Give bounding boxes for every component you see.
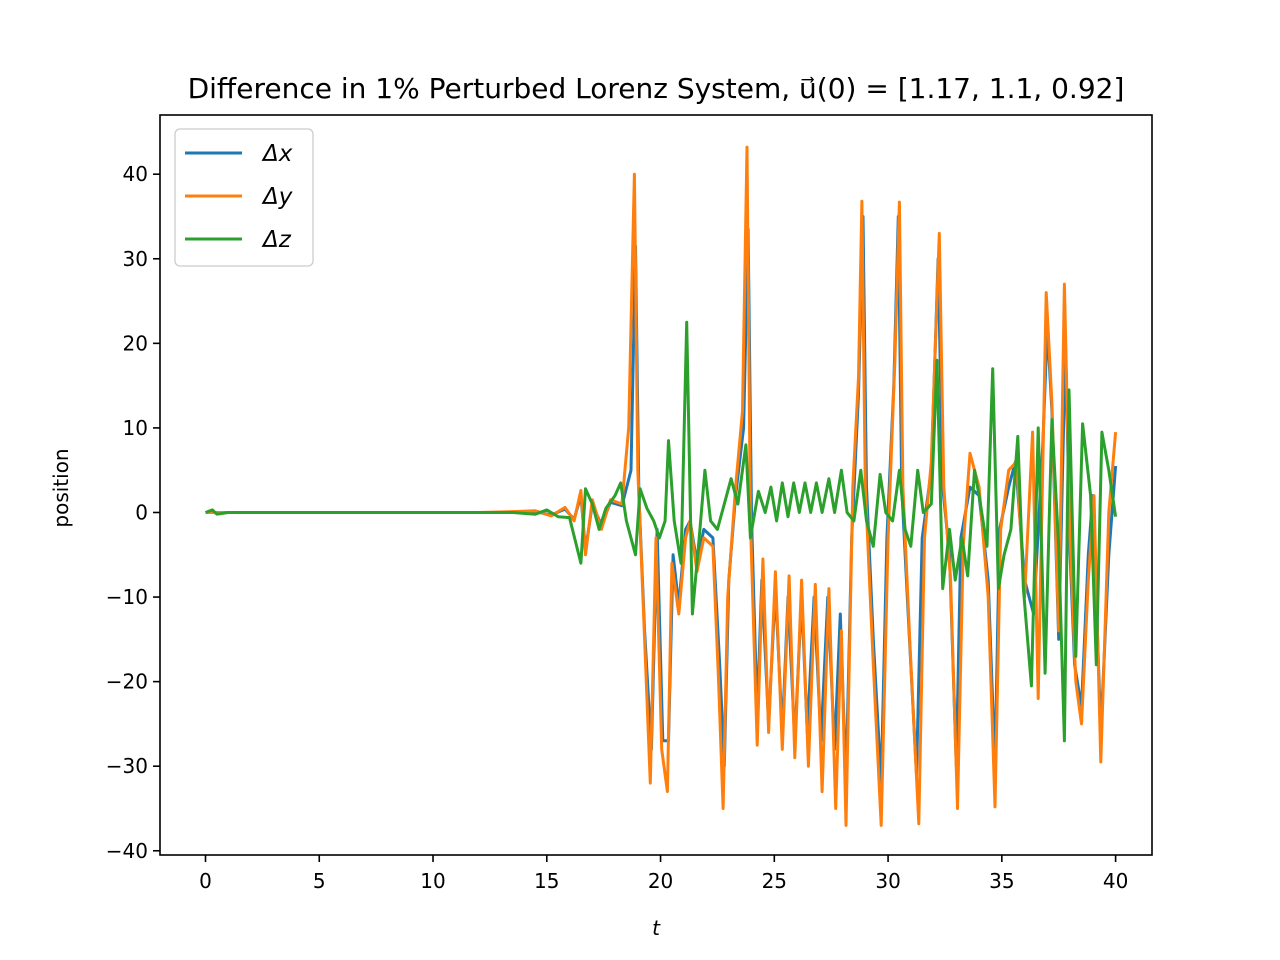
y-tick-label: −20: [106, 670, 148, 694]
y-tick-label: 30: [123, 247, 148, 271]
x-tick-label: 35: [989, 869, 1014, 893]
legend-label: Δz: [261, 227, 292, 253]
x-axis: 0 5 10 15 20 25 30 35 40: [199, 855, 1128, 893]
x-tick-label: 0: [199, 869, 212, 893]
x-tick-label: 25: [762, 869, 787, 893]
y-tick-label: −10: [106, 585, 148, 609]
y-tick-label: 0: [135, 500, 148, 524]
x-tick-label: 15: [534, 869, 559, 893]
legend: Δx Δy Δz: [174, 128, 314, 267]
x-tick-label: 5: [313, 869, 326, 893]
legend-box: [174, 128, 314, 267]
plot-area: [160, 115, 1152, 855]
series-line-2: [204, 320, 1118, 743]
y-tick-label: 40: [123, 162, 148, 186]
y-tick-label: −30: [106, 754, 148, 778]
x-axis-title: t: [652, 916, 661, 940]
x-tick-label: 20: [648, 869, 673, 893]
chart-title: Difference in 1% Perturbed Lorenz System…: [188, 72, 1125, 105]
y-tick-label: 10: [123, 416, 148, 440]
y-tick-label: 20: [123, 331, 148, 355]
x-tick-label: 40: [1103, 869, 1128, 893]
legend-label: Δx: [261, 141, 293, 167]
x-tick-label: 30: [875, 869, 900, 893]
plot-frame: [159, 114, 1153, 856]
series-group: [204, 145, 1118, 827]
y-axis-title: position: [49, 448, 73, 527]
y-tick-label: −40: [106, 839, 148, 863]
legend-label: Δy: [261, 184, 293, 210]
y-axis: −40 −30 −20 −10 0 10 20 30 40: [106, 162, 160, 863]
x-tick-label: 10: [420, 869, 445, 893]
